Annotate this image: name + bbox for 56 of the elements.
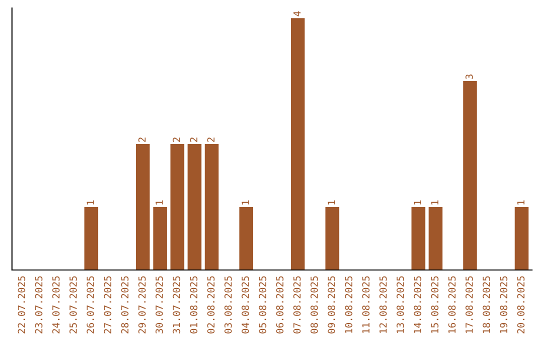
x-tick-label: 17.08.2025 (466, 276, 473, 333)
data-label: 4 (293, 11, 301, 16)
x-tick-label: 28.07.2025 (121, 276, 128, 334)
x-tick-label: 18.08.2025 (482, 276, 490, 333)
bar (153, 207, 167, 270)
data-label: 2 (138, 138, 146, 142)
x-tick-label: 19.08.2025 (500, 276, 508, 333)
x-tick-label: 04.08.2025 (242, 276, 250, 334)
bar (170, 144, 184, 270)
x-tick-label: 13.08.2025 (396, 276, 404, 333)
bar (204, 144, 219, 270)
bar (463, 81, 477, 270)
x-tick-label: 24.07.2025 (52, 276, 60, 334)
bar (514, 207, 529, 270)
data-label: 1 (242, 200, 249, 204)
x-tick-label: 27.07.2025 (104, 276, 112, 334)
bar (188, 144, 202, 270)
x-tick-label: 11.08.2025 (362, 276, 370, 333)
data-label: 3 (466, 74, 473, 80)
x-tick-label: 15.08.2025 (431, 276, 438, 333)
data-label: 1 (86, 200, 94, 204)
x-tick-label: 14.08.2025 (414, 276, 422, 333)
x-tick-label: 23.07.2025 (35, 276, 42, 334)
x-tick-label: 08.08.2025 (310, 276, 318, 334)
data-label: 1 (431, 200, 438, 204)
x-tick-label: 25.07.2025 (69, 276, 77, 334)
x-tick-label: 02.08.2025 (207, 276, 215, 334)
x-tick-label: 12.08.2025 (379, 276, 387, 333)
x-tick-label: 30.07.2025 (156, 276, 163, 334)
data-label: 2 (190, 138, 198, 142)
x-tick-label: 05.08.2025 (258, 276, 266, 334)
x-tick-label: 31.07.2025 (172, 276, 180, 334)
data-label: 1 (517, 200, 524, 204)
x-tick-label: 07.08.2025 (293, 276, 301, 334)
data-label: 2 (207, 138, 214, 142)
bar (84, 207, 98, 270)
x-tick-label: 09.08.2025 (328, 276, 336, 334)
bar (411, 207, 426, 270)
x-tick-label: 06.08.2025 (276, 276, 284, 334)
x-tick-label: 29.07.2025 (138, 276, 146, 334)
x-tick-label: 01.08.2025 (190, 276, 198, 334)
x-tick-label: 20.08.2025 (517, 276, 525, 334)
x-tick-label: 03.08.2025 (224, 276, 232, 334)
bar (325, 207, 340, 270)
data-label: 1 (328, 200, 335, 204)
bar (136, 144, 150, 270)
data-label: 2 (172, 138, 180, 142)
x-tick-label: 10.08.2025 (344, 276, 352, 333)
bar (239, 207, 254, 270)
data-label: 1 (156, 200, 163, 204)
bar (290, 18, 305, 270)
x-tick-label: 22.07.2025 (18, 276, 26, 334)
x-tick-label: 26.07.2025 (86, 276, 94, 334)
bar (428, 207, 442, 270)
data-label: 1 (414, 200, 422, 204)
x-tick-label: 16.08.2025 (448, 276, 456, 333)
